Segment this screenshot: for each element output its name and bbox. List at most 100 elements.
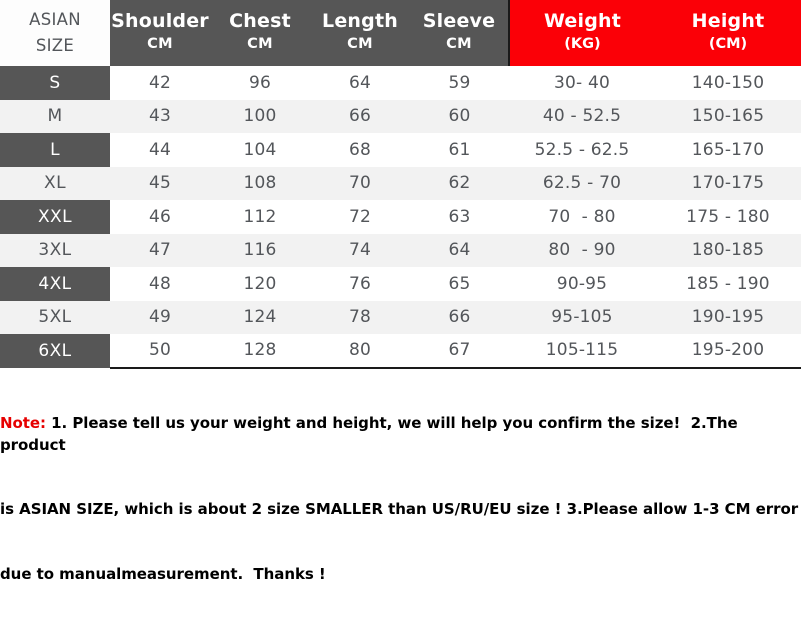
- row-size-label: 3XL: [0, 233, 110, 267]
- row-size-label: M: [0, 99, 110, 133]
- header-row: ASIAN SIZE Shoulder CM Chest CM Length C…: [0, 0, 801, 66]
- cell-length: 80: [310, 334, 410, 369]
- cell-sleeve: 61: [410, 133, 509, 167]
- cell-length: 76: [310, 267, 410, 301]
- column-header-chest-name: Chest: [229, 10, 291, 33]
- cell-sleeve: 64: [410, 233, 509, 267]
- table-row: L 44 104 68 61 52.5 - 62.5 165-170: [0, 133, 801, 167]
- cell-height: 185 - 190: [655, 267, 801, 301]
- table-header: ASIAN SIZE Shoulder CM Chest CM Length C…: [0, 0, 801, 66]
- cell-chest: 104: [210, 133, 310, 167]
- row-size-label: 6XL: [0, 334, 110, 368]
- column-header-height-name: Height: [691, 10, 765, 33]
- row-size-label: S: [0, 66, 110, 100]
- column-header-length: Length CM: [310, 0, 410, 66]
- cell-chest: 120: [210, 267, 310, 301]
- row-size-label: XXL: [0, 200, 110, 234]
- cell-length: 68: [310, 133, 410, 167]
- table-body: S 42 96 64 59 30- 40 140-150 M 43 100 66…: [0, 66, 801, 369]
- column-header-height-unit: (CM): [708, 36, 748, 52]
- table-row: 4XL 48 120 76 65 90-95 185 - 190: [0, 267, 801, 301]
- column-header-sleeve: Sleeve CM: [410, 0, 509, 66]
- column-header-chest: Chest CM: [210, 0, 310, 66]
- cell-shoulder: 47: [110, 233, 210, 267]
- column-header-weight: Weight (KG): [508, 0, 655, 66]
- table-row: S 42 96 64 59 30- 40 140-150: [0, 66, 801, 100]
- cell-shoulder: 45: [110, 166, 210, 200]
- cell-chest: 100: [210, 99, 310, 133]
- table-row: XL 45 108 70 62 62.5 - 70 170-175: [0, 166, 801, 200]
- row-size-label: 5XL: [0, 300, 110, 334]
- note-block: Note: 1. Please tell us your weight and …: [0, 370, 801, 628]
- cell-weight: 90-95: [509, 267, 655, 301]
- cell-chest: 124: [210, 300, 310, 334]
- cell-weight: 80 - 90: [509, 233, 655, 267]
- cell-sleeve: 62: [410, 166, 509, 200]
- cell-height: 150-165: [655, 99, 801, 133]
- cell-sleeve: 65: [410, 267, 509, 301]
- table-row: 3XL 47 116 74 64 80 - 90 180-185: [0, 233, 801, 267]
- note-line-2: is ASIAN SIZE, which is about 2 size SMA…: [0, 500, 799, 518]
- note-line-3: due to manualmeasurement. Thanks !: [0, 564, 326, 583]
- cell-weight: 52.5 - 62.5: [509, 133, 655, 167]
- cell-length: 64: [310, 66, 410, 100]
- cell-sleeve: 66: [410, 300, 509, 334]
- column-header-asian-size: ASIAN SIZE: [0, 0, 110, 66]
- cell-height: 170-175: [655, 166, 801, 200]
- cell-shoulder: 42: [110, 66, 210, 100]
- cell-length: 78: [310, 300, 410, 334]
- column-header-sleeve-unit: CM: [446, 36, 472, 52]
- cell-length: 74: [310, 233, 410, 267]
- cell-shoulder: 49: [110, 300, 210, 334]
- row-size-label: L: [0, 133, 110, 167]
- column-header-length-unit: CM: [347, 36, 373, 52]
- cell-height: 180-185: [655, 233, 801, 267]
- column-header-weight-name: Weight: [543, 10, 622, 33]
- cell-weight: 62.5 - 70: [509, 166, 655, 200]
- cell-length: 66: [310, 99, 410, 133]
- cell-sleeve: 59: [410, 66, 509, 100]
- column-header-chest-unit: CM: [247, 36, 273, 52]
- cell-shoulder: 43: [110, 99, 210, 133]
- cell-shoulder: 48: [110, 267, 210, 301]
- cell-chest: 108: [210, 166, 310, 200]
- column-header-shoulder: Shoulder CM: [110, 0, 210, 66]
- cell-height: 165-170: [655, 133, 801, 167]
- cell-shoulder: 44: [110, 133, 210, 167]
- row-size-label: 4XL: [0, 267, 110, 301]
- asian-size-line1: ASIAN: [29, 10, 81, 30]
- cell-shoulder: 50: [110, 334, 210, 369]
- column-header-length-name: Length: [322, 10, 398, 33]
- cell-chest: 116: [210, 233, 310, 267]
- cell-height: 140-150: [655, 66, 801, 100]
- cell-chest: 128: [210, 334, 310, 369]
- size-chart-table: ASIAN SIZE Shoulder CM Chest CM Length C…: [0, 0, 801, 369]
- column-header-shoulder-name: Shoulder: [111, 10, 209, 33]
- cell-sleeve: 67: [410, 334, 509, 369]
- cell-sleeve: 60: [410, 99, 509, 133]
- cell-shoulder: 46: [110, 200, 210, 234]
- cell-weight: 30- 40: [509, 66, 655, 100]
- asian-size-line2: SIZE: [35, 36, 75, 55]
- table-row: M 43 100 66 60 40 - 52.5 150-165: [0, 99, 801, 133]
- column-header-sleeve-name: Sleeve: [422, 10, 496, 33]
- cell-length: 72: [310, 200, 410, 234]
- cell-height: 175 - 180: [655, 200, 801, 234]
- note-label: Note:: [0, 414, 46, 432]
- cell-weight: 40 - 52.5: [509, 99, 655, 133]
- column-header-shoulder-unit: CM: [147, 36, 173, 52]
- cell-weight: 70 - 80: [509, 200, 655, 234]
- table-row: 5XL 49 124 78 66 95-105 190-195: [0, 300, 801, 334]
- cell-chest: 112: [210, 200, 310, 234]
- cell-sleeve: 63: [410, 200, 509, 234]
- table-row: 6XL 50 128 80 67 105-115 195-200: [0, 334, 801, 369]
- cell-length: 70: [310, 166, 410, 200]
- table-row: XXL 46 112 72 63 70 - 80 175 - 180: [0, 200, 801, 234]
- column-header-height: Height (CM): [655, 0, 801, 66]
- cell-chest: 96: [210, 66, 310, 100]
- size-chart: ASIAN SIZE Shoulder CM Chest CM Length C…: [0, 0, 801, 583]
- cell-height: 195-200: [655, 334, 801, 369]
- cell-weight: 95-105: [509, 300, 655, 334]
- row-size-label: XL: [0, 166, 110, 200]
- cell-height: 190-195: [655, 300, 801, 334]
